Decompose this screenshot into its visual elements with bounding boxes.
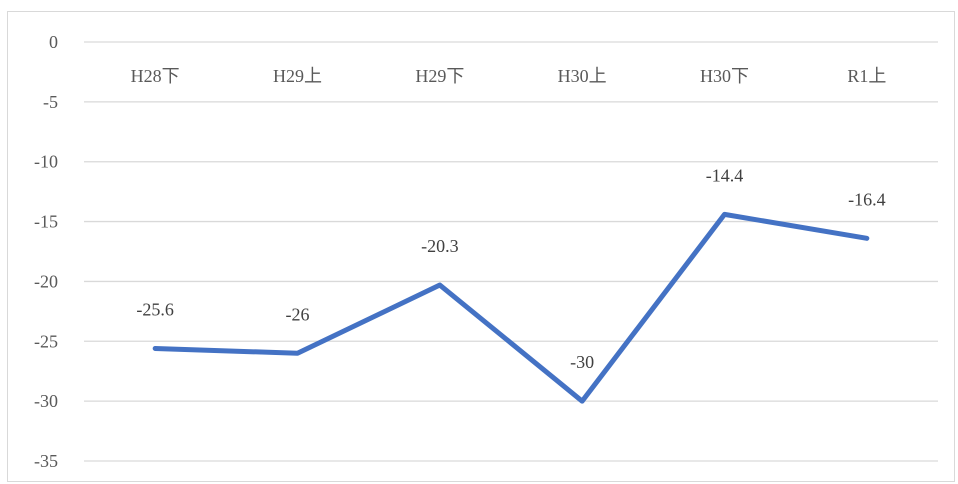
category-label: H29上 (273, 66, 322, 86)
category-label: H29下 (415, 66, 464, 86)
y-tick-label: -5 (43, 92, 58, 112)
gridlines (84, 41, 938, 462)
category-axis: H28下 H29上 H29下 H30上 H30下 R1上 (131, 66, 887, 86)
data-label: -26 (286, 304, 310, 324)
data-label: -20.3 (421, 236, 459, 256)
category-label: H30下 (700, 66, 749, 86)
data-label: -16.4 (848, 189, 886, 209)
y-tick-label: -15 (34, 212, 58, 232)
series-line (152, 211, 870, 404)
y-axis-ticks: 0 -5 -10 -15 -20 -25 -30 -35 (34, 32, 58, 471)
y-tick-label: 0 (49, 32, 58, 52)
series-group (152, 211, 870, 404)
y-tick-label: -30 (34, 391, 58, 411)
chart-frame (7, 11, 955, 482)
category-label: R1上 (847, 66, 886, 86)
data-label: -14.4 (706, 165, 744, 185)
y-tick-label: -20 (34, 271, 58, 291)
category-label: H28下 (131, 66, 180, 86)
data-labels: -25.6 -26 -20.3 -30 -14.4 -16.4 (136, 165, 885, 372)
y-tick-label: -35 (34, 451, 58, 471)
y-tick-label: -25 (34, 331, 58, 351)
data-label: -30 (570, 352, 594, 372)
data-label: -25.6 (136, 299, 174, 319)
category-label: H30上 (558, 66, 607, 86)
y-tick-label: -10 (34, 152, 58, 172)
